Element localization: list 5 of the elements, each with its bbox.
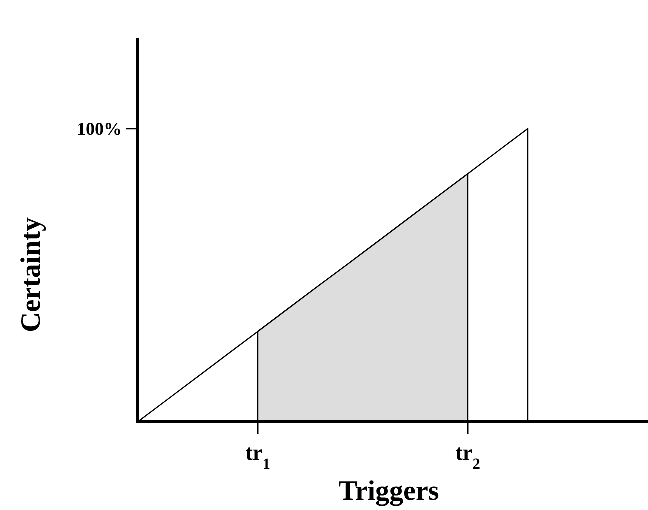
x-axis-title: Triggers [338,476,440,507]
x-tick-label: tr$_{2}$ [456,440,481,472]
x-tick-label: tr$_{1}$ [246,440,270,472]
y-axis-title: Certainty [16,217,47,333]
y-tick-label: 100% [77,119,122,140]
